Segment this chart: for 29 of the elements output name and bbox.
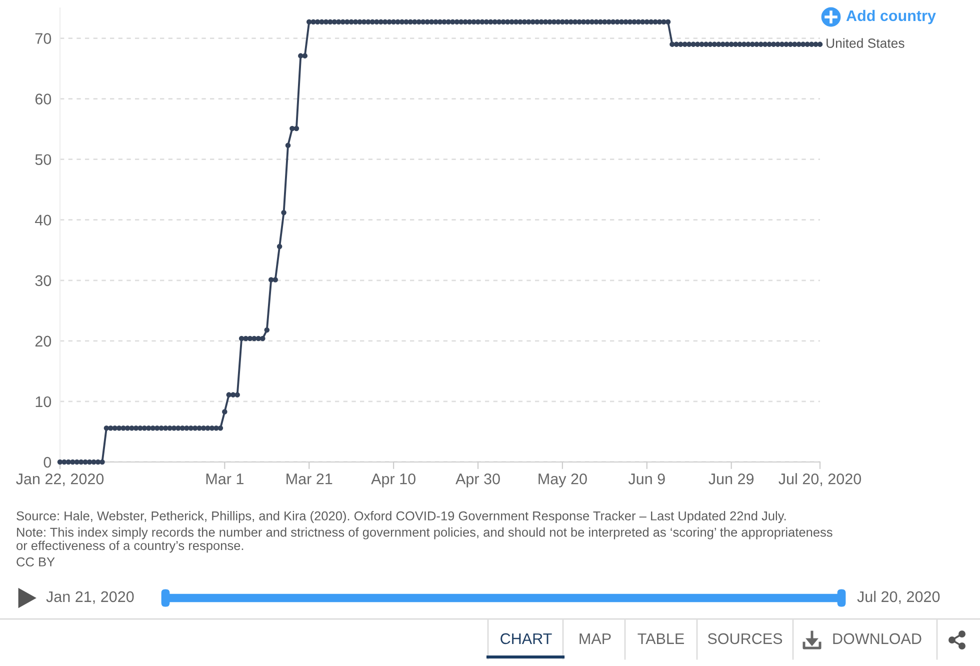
y-tick-label: 20: [35, 336, 52, 347]
text: Jul 20, 2020: [857, 590, 940, 604]
y-tick-label: 40: [35, 214, 52, 226]
y-tick-label: 10: [36, 396, 52, 408]
text: CHART: [500, 633, 552, 644]
text: Add country: [846, 10, 936, 24]
y-tick-label: 60: [35, 94, 52, 104]
source-note: Source: Hale, Webster, Petherick, Phillips, and Kira (2020). Oxford COVID-19 Government Response Tracker – Last Updated 22nd July.: [16, 511, 786, 523]
x-tick-label: May 20: [538, 474, 587, 488]
x-tick-label: Apr 30: [456, 474, 500, 488]
y-tick-label: 50: [35, 154, 52, 166]
y-tick-label: 30: [35, 275, 52, 286]
text: Note: This index simply records the number and strictness of government policies, and should not be interpreted as ‘scoring’ the appropriateness or effectiveness of a country’s response.: [16, 527, 832, 553]
x-tick-label: Jun 9: [628, 474, 665, 484]
x-tick-label: Mar 1: [206, 474, 244, 484]
series-label: United States: [826, 38, 904, 48]
x-tick-label: Jan 22, 2020: [16, 474, 104, 486]
text: Jan 21, 2020: [46, 591, 134, 604]
text: TABLE: [638, 633, 684, 644]
x-tick-label: Apr 10: [371, 474, 416, 488]
y-tick-label: 0: [44, 456, 52, 468]
x-tick-label: Jun 29: [708, 474, 754, 484]
y-tick-label: 70: [35, 33, 52, 44]
x-tick-label: Jul 20, 2020: [778, 473, 862, 486]
x-tick-label: Mar 21: [286, 474, 332, 484]
text: CC BY: [16, 557, 55, 566]
text: SOURCES: [708, 633, 782, 644]
text: MAP: [580, 633, 611, 644]
text: DOWNLOAD: [833, 633, 922, 644]
